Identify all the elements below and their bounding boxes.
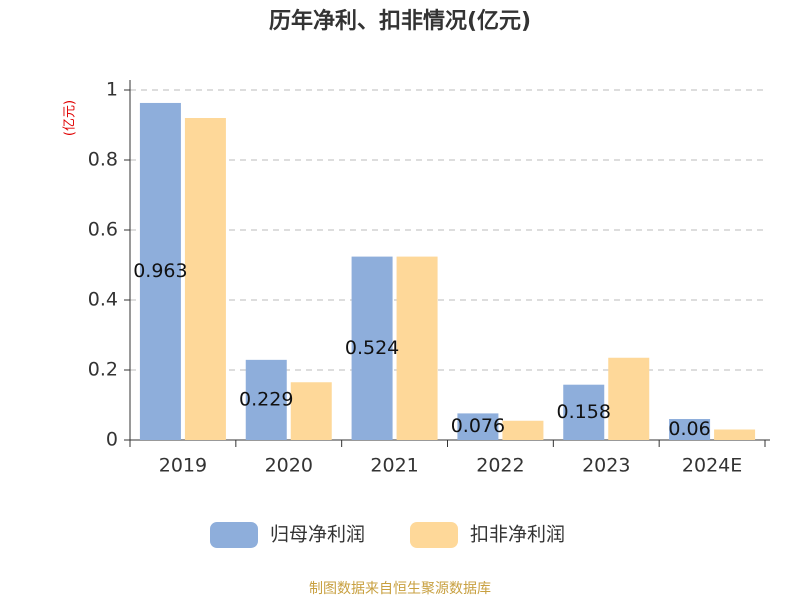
- legend-swatch: [410, 522, 458, 548]
- bar: [608, 357, 650, 440]
- x-tick-label: 2021: [370, 455, 418, 477]
- y-tick-label: 0.2: [88, 359, 118, 381]
- data-label: 0.229: [239, 388, 293, 410]
- legend-swatch: [210, 522, 258, 548]
- chart-title: 历年净利、扣非情况(亿元): [269, 8, 531, 34]
- bar: [714, 429, 756, 440]
- x-tick-label: 2023: [582, 455, 630, 477]
- y-tick-label: 0.8: [88, 149, 118, 171]
- bar: [563, 384, 605, 440]
- x-tick-label: 2019: [159, 455, 207, 477]
- x-tick-label: 2024E: [682, 455, 742, 477]
- y-tick-label: 0: [106, 429, 118, 451]
- x-tick-label: 2020: [265, 455, 313, 477]
- y-tick-label: 1: [106, 79, 118, 101]
- bar: [245, 359, 287, 440]
- bar: [669, 419, 711, 440]
- legend-label: 归母净利润: [270, 524, 365, 546]
- y-tick-label: 0.6: [88, 219, 118, 241]
- bar: [457, 413, 499, 440]
- bar: [139, 102, 181, 440]
- bar: [184, 118, 226, 440]
- x-tick-label: 2022: [476, 455, 524, 477]
- y-axis-label: (亿元): [63, 100, 78, 136]
- y-tick-label: 0.4: [88, 289, 118, 311]
- data-label: 0.076: [451, 415, 505, 437]
- source-note: 制图数据来自恒生聚源数据库: [309, 581, 491, 597]
- legend-label: 扣非净利润: [470, 524, 565, 546]
- bar: [290, 382, 332, 440]
- bar: [396, 256, 438, 440]
- data-label: 0.158: [557, 401, 611, 423]
- bar: [502, 420, 544, 440]
- data-label: 0.524: [345, 337, 399, 359]
- bar: [351, 256, 393, 440]
- data-label: 0.963: [133, 260, 187, 282]
- data-label: 0.06: [668, 418, 710, 440]
